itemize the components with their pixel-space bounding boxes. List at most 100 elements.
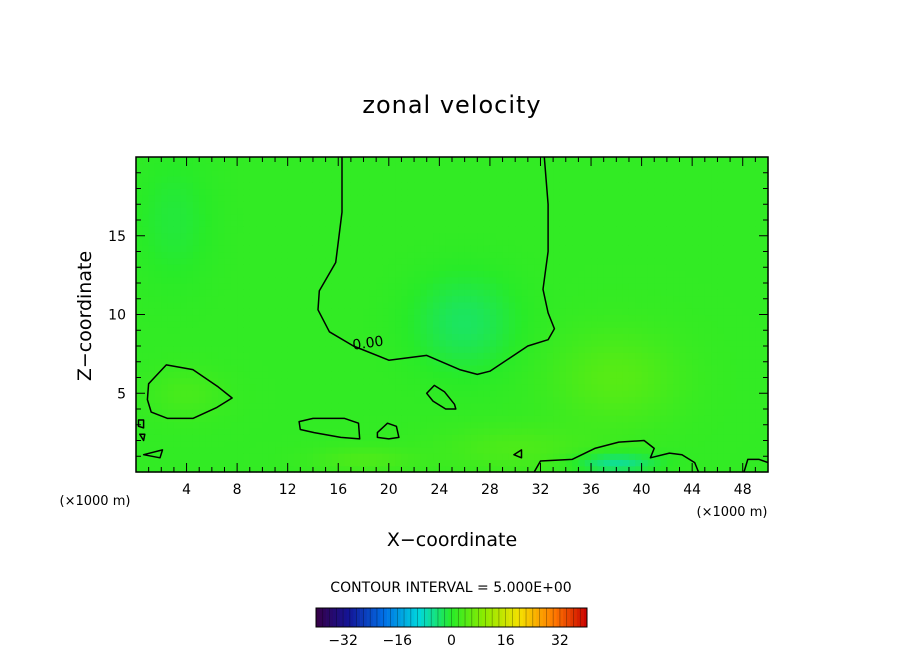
field-cell xyxy=(711,201,719,208)
field-cell xyxy=(477,188,485,196)
field-cell xyxy=(211,465,219,473)
field-cell xyxy=(540,440,548,448)
field-cell xyxy=(173,163,181,171)
field-cell xyxy=(407,251,415,259)
field-cell xyxy=(344,245,352,253)
field-cell xyxy=(610,358,617,366)
field-cell xyxy=(388,257,396,265)
field-cell xyxy=(673,314,681,322)
field-cell xyxy=(749,352,756,360)
field-cell xyxy=(521,163,529,171)
field-cell xyxy=(711,377,719,385)
field-cell xyxy=(357,163,365,171)
field-cell xyxy=(635,396,643,404)
field-cell xyxy=(205,371,213,379)
field-cell xyxy=(502,289,510,297)
field-cell xyxy=(458,465,466,473)
field-cell xyxy=(325,251,333,259)
field-cell xyxy=(597,289,605,297)
field-cell xyxy=(426,245,434,253)
field-cell xyxy=(578,283,586,290)
field-cell xyxy=(692,276,700,284)
field-cell xyxy=(622,409,630,416)
field-cell xyxy=(388,396,396,404)
field-cell xyxy=(565,188,573,196)
field-cell xyxy=(331,213,339,221)
field-cell xyxy=(154,434,162,442)
field-cell xyxy=(452,346,459,353)
field-cell xyxy=(483,390,491,397)
field-cell xyxy=(275,220,282,227)
field-cell xyxy=(331,440,339,448)
field-cell xyxy=(534,390,542,397)
field-cell xyxy=(647,427,655,435)
field-cell xyxy=(572,396,579,404)
field-cell xyxy=(477,163,485,171)
field-cell xyxy=(692,283,700,290)
field-cell xyxy=(508,434,516,442)
field-cell xyxy=(256,396,263,404)
field-cell xyxy=(736,308,744,316)
field-cell xyxy=(666,440,674,448)
field-cell xyxy=(199,270,207,278)
field-cell xyxy=(452,396,459,404)
field-cell xyxy=(496,446,504,454)
field-cell xyxy=(325,220,333,227)
field-cell xyxy=(268,270,276,278)
field-cell xyxy=(470,182,478,190)
field-cell xyxy=(312,157,320,164)
field-cell xyxy=(742,465,750,473)
field-cell xyxy=(610,194,617,202)
field-cell xyxy=(565,175,573,183)
field-cell xyxy=(641,289,649,297)
field-cell xyxy=(243,377,251,385)
field-cell xyxy=(685,459,693,467)
field-cell xyxy=(635,346,643,353)
field-cell xyxy=(262,251,270,259)
field-cell xyxy=(294,352,301,360)
field-cell xyxy=(433,453,440,460)
field-cell xyxy=(742,320,750,328)
field-cell xyxy=(275,194,282,202)
field-cell xyxy=(584,383,592,391)
field-cell xyxy=(180,371,188,379)
field-cell xyxy=(635,358,643,366)
field-cell xyxy=(262,434,270,442)
field-cell xyxy=(224,283,232,290)
field-cell xyxy=(723,264,731,271)
field-cell xyxy=(654,175,662,183)
field-cell xyxy=(287,314,295,322)
field-cell xyxy=(704,358,712,366)
field-cell xyxy=(761,182,769,190)
field-cell xyxy=(470,346,478,353)
field-cell xyxy=(237,371,245,379)
field-cell xyxy=(496,427,504,435)
field-cell xyxy=(388,402,396,410)
field-cell xyxy=(502,207,510,215)
field-cell xyxy=(154,327,162,334)
field-cell xyxy=(167,402,175,410)
field-cell xyxy=(692,440,700,448)
field-cell xyxy=(483,251,491,259)
field-cell xyxy=(281,201,289,208)
field-cell xyxy=(502,383,510,391)
field-cell xyxy=(338,346,346,353)
field-cell xyxy=(268,358,276,366)
field-cell xyxy=(527,264,535,271)
field-cell xyxy=(742,383,750,391)
field-cell xyxy=(723,226,731,234)
field-cell xyxy=(685,276,693,284)
field-cell xyxy=(388,295,396,303)
field-cell xyxy=(704,251,712,259)
field-cell xyxy=(502,459,510,467)
field-cell xyxy=(249,434,257,442)
field-cell xyxy=(357,276,365,284)
field-cell xyxy=(559,314,567,322)
field-cell xyxy=(186,396,194,404)
field-cell xyxy=(426,226,434,234)
field-cell xyxy=(704,232,712,240)
field-cell xyxy=(736,238,744,246)
field-cell xyxy=(704,295,712,303)
field-cell xyxy=(470,409,478,416)
field-cell xyxy=(622,276,630,284)
